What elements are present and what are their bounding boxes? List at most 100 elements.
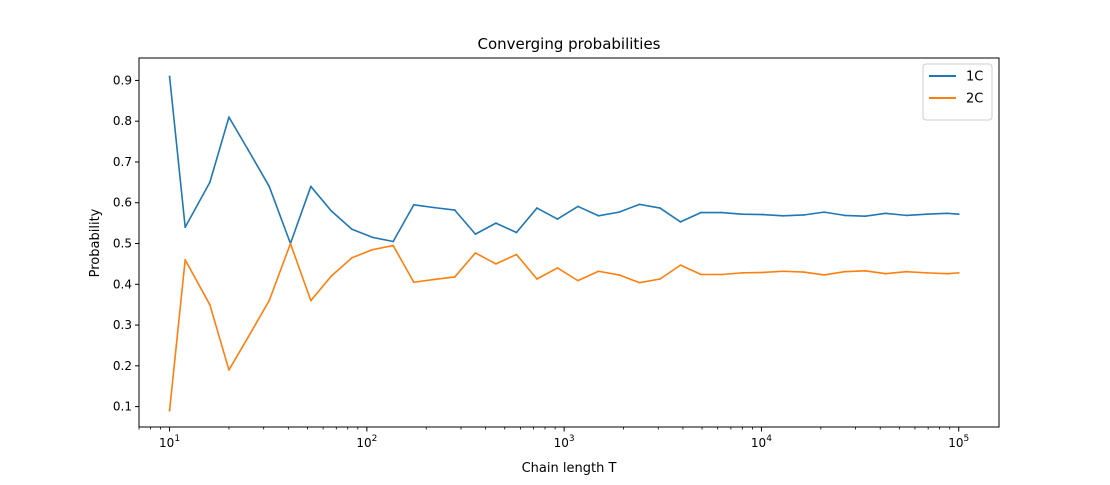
data-point-1c bbox=[905, 214, 908, 217]
chart-title: Converging probabilities bbox=[477, 35, 660, 53]
data-point-2c bbox=[823, 274, 826, 276]
data-point-2c bbox=[351, 256, 353, 259]
plot-frame bbox=[138, 57, 1000, 428]
data-point-2c bbox=[392, 244, 395, 247]
data-point-2c bbox=[720, 273, 723, 276]
data-point-2c bbox=[433, 278, 436, 281]
x-axis-label: Chain length T bbox=[522, 461, 617, 476]
data-point-2c bbox=[168, 409, 171, 412]
series-line-2c bbox=[168, 242, 959, 411]
data-point-2c bbox=[597, 270, 600, 273]
data-point-2c bbox=[228, 369, 230, 371]
x-tick-label-base: 10 bbox=[751, 436, 766, 450]
data-point-1c bbox=[925, 213, 928, 216]
data-point-2c bbox=[556, 267, 559, 269]
data-point-2c bbox=[782, 270, 785, 273]
x-tick-label-base: 10 bbox=[356, 436, 371, 450]
data-point-1c bbox=[351, 228, 353, 231]
data-point-1c bbox=[168, 75, 171, 78]
data-point-1c bbox=[228, 116, 230, 119]
legend-label-1c: 1C bbox=[966, 70, 983, 85]
data-point-1c bbox=[515, 231, 518, 234]
data-point-2c bbox=[843, 270, 846, 273]
data-point-2c bbox=[412, 281, 415, 284]
data-point-2c bbox=[946, 272, 949, 275]
data-point-1c bbox=[371, 236, 374, 239]
y-tick-label: 0.8 bbox=[113, 114, 132, 128]
data-point-1c bbox=[884, 212, 887, 215]
y-tick-label: 0.3 bbox=[113, 318, 132, 332]
data-point-2c bbox=[884, 272, 887, 275]
data-point-1c bbox=[679, 221, 682, 223]
data-point-2c bbox=[309, 299, 312, 302]
y-tick-label: 0.2 bbox=[113, 359, 132, 373]
data-point-1c bbox=[412, 203, 415, 206]
data-point-1c bbox=[433, 206, 436, 209]
data-point-2c bbox=[761, 271, 764, 274]
x-tick-label-exponent: 1 bbox=[174, 434, 180, 444]
data-point-2c bbox=[184, 258, 187, 261]
x-tick-label: 102 bbox=[356, 434, 377, 450]
data-point-2c bbox=[618, 274, 620, 276]
data-point-2c bbox=[208, 303, 211, 306]
y-axis-label: Probability bbox=[88, 208, 103, 277]
data-point-1c bbox=[577, 205, 579, 208]
data-point-1c bbox=[495, 222, 497, 225]
data-point-1c bbox=[720, 211, 723, 214]
x-tick-label-exponent: 5 bbox=[964, 434, 970, 444]
data-point-1c bbox=[536, 207, 538, 209]
data-point-1c bbox=[597, 214, 600, 217]
x-tick-label: 104 bbox=[751, 434, 772, 450]
data-point-1c bbox=[638, 203, 641, 206]
data-point-2c bbox=[802, 271, 805, 273]
x-tick-label: 103 bbox=[554, 434, 575, 450]
y-tick-label: 0.5 bbox=[113, 237, 132, 251]
data-point-1c bbox=[208, 181, 211, 184]
data-point-2c bbox=[679, 264, 682, 267]
data-point-2c bbox=[905, 270, 908, 273]
data-point-1c bbox=[247, 148, 249, 151]
data-point-1c bbox=[330, 210, 333, 212]
data-point-1c bbox=[843, 214, 846, 217]
data-point-2c bbox=[925, 271, 928, 274]
x-tick-label-exponent: 3 bbox=[569, 434, 575, 444]
data-point-2c bbox=[864, 269, 867, 272]
data-point-1c bbox=[556, 218, 559, 220]
x-tick-label: 105 bbox=[948, 434, 969, 450]
data-point-1c bbox=[474, 233, 477, 236]
data-point-2c bbox=[515, 253, 518, 256]
data-point-1c bbox=[823, 211, 826, 214]
data-point-1c bbox=[700, 211, 702, 214]
legend-label-2c: 2C bbox=[966, 92, 983, 107]
data-point-2c bbox=[330, 275, 333, 278]
y-tick-label: 0.6 bbox=[113, 196, 132, 210]
data-point-1c bbox=[957, 213, 960, 216]
x-tick-label-exponent: 4 bbox=[766, 434, 772, 444]
x-tick-label-base: 10 bbox=[159, 436, 174, 450]
data-point-2c bbox=[474, 251, 477, 254]
data-point-2c bbox=[536, 278, 538, 280]
data-point-1c bbox=[864, 215, 867, 218]
data-point-1c bbox=[802, 214, 805, 216]
data-point-1c bbox=[268, 185, 271, 188]
x-tick-label-base: 10 bbox=[554, 436, 569, 450]
x-tick-label-base: 10 bbox=[948, 436, 963, 450]
data-point-1c bbox=[618, 211, 620, 214]
data-point-2c bbox=[638, 281, 641, 284]
x-tick-label-exponent: 2 bbox=[372, 434, 378, 444]
data-point-2c bbox=[289, 242, 292, 245]
data-point-2c bbox=[741, 271, 743, 274]
data-point-2c bbox=[247, 336, 249, 339]
data-point-2c bbox=[957, 271, 960, 274]
data-point-1c bbox=[946, 212, 949, 215]
series-line-1c bbox=[168, 76, 959, 245]
data-point-1c bbox=[392, 240, 395, 243]
data-point-2c bbox=[495, 263, 497, 265]
y-tick-label: 0.4 bbox=[113, 277, 132, 291]
data-point-1c bbox=[761, 213, 764, 216]
legend-box bbox=[922, 63, 993, 121]
y-tick-label: 0.7 bbox=[113, 155, 132, 169]
